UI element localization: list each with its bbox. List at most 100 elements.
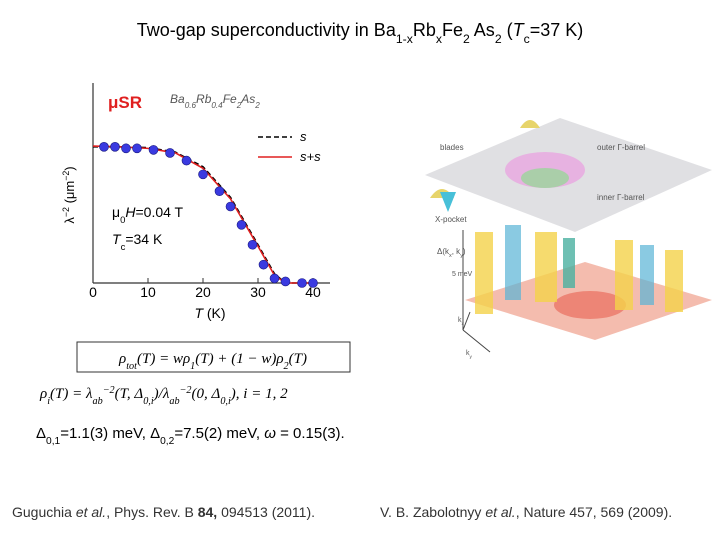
text-part: et al. xyxy=(485,504,515,520)
inner-barrel xyxy=(521,168,569,188)
plot-marks: 0 10 20 30 40 s s+s xyxy=(89,129,321,300)
text-part: c xyxy=(121,242,126,253)
text-part: ab xyxy=(169,396,179,407)
gap-column xyxy=(640,245,654,305)
chart: μSR Ba0.6Rb0.4Fe2As2 μ0H=0.04 T Tc=34 K … xyxy=(61,80,330,321)
text-part: (μm xyxy=(62,181,77,207)
text-part: tot xyxy=(126,361,138,372)
text-part: y xyxy=(470,355,473,360)
text-part: (K) xyxy=(203,305,226,321)
data-point xyxy=(110,142,120,152)
ky-axis xyxy=(462,329,491,353)
sample-label: Ba0.6Rb0.4Fe2As2 xyxy=(170,92,260,110)
text-part: T xyxy=(194,305,204,321)
text-part: λ xyxy=(62,217,77,224)
text-part: ( xyxy=(502,20,513,40)
text-part: Rb xyxy=(196,92,212,106)
text-part: 2 xyxy=(495,32,502,46)
legend-label: s xyxy=(300,129,307,144)
gap-column xyxy=(535,232,557,302)
text-part: x xyxy=(449,253,452,259)
text-part: As xyxy=(240,92,255,106)
text-part: Fe xyxy=(223,92,237,106)
data-point xyxy=(165,148,175,158)
text-part: 0,i xyxy=(220,396,231,407)
equation-box xyxy=(76,341,351,373)
kx-axis xyxy=(462,311,471,331)
x-tick-label: 30 xyxy=(250,284,266,300)
text-part: ab xyxy=(93,396,103,407)
text-part: = 0.15(3). xyxy=(276,425,345,442)
x-tick-label: 10 xyxy=(140,284,156,300)
text-part: Ba xyxy=(170,92,185,106)
text-part: 0 xyxy=(120,215,125,226)
data-point xyxy=(225,201,236,212)
text-part: H xyxy=(125,204,136,220)
data-point xyxy=(247,239,258,250)
text-part: (T) = λ xyxy=(50,386,93,402)
text-part: 0,2 xyxy=(160,436,174,447)
text-part: =34 K xyxy=(125,231,163,247)
text-part: −2 xyxy=(180,385,192,396)
parameters: Δ0,1=1.1(3) meV, Δ0,2=7.5(2) meV, ω = 0.… xyxy=(36,425,345,447)
text-part: (T) = wρ xyxy=(137,351,190,367)
kx-label: kx xyxy=(458,317,465,327)
ky-label: ky xyxy=(466,350,473,360)
slide-title: Two-gap superconductivity in Ba1-xRbxFe2… xyxy=(137,20,584,46)
text-part: =7.5(2) meV, xyxy=(174,425,264,442)
text-part: 0,i xyxy=(143,396,154,407)
text-part: T xyxy=(112,231,122,247)
text-part: x xyxy=(436,32,442,46)
gap-column xyxy=(665,250,683,312)
data-point xyxy=(236,220,247,230)
x-tick-label: 20 xyxy=(195,284,211,300)
gap-column xyxy=(615,240,633,310)
blade xyxy=(520,120,540,128)
data-point xyxy=(297,278,307,288)
text-part: =37 K) xyxy=(530,20,584,40)
data-point xyxy=(121,143,131,154)
technique-label: μSR xyxy=(108,93,142,112)
gap-diagram: blades outer Γ-barrel inner Γ-barrel X-p… xyxy=(425,118,712,360)
text-part: 0.4 xyxy=(211,101,223,110)
text-part: Δ(k xyxy=(437,247,450,256)
text-part: (T, Δ xyxy=(115,386,144,402)
tc-label: Tc=34 K xyxy=(112,231,163,253)
data-point xyxy=(148,145,159,155)
gap-column xyxy=(505,225,521,300)
x-tick-label: 0 xyxy=(89,284,97,300)
text-part: et al. xyxy=(76,504,106,520)
text-part: k xyxy=(458,317,462,324)
text-part: T xyxy=(513,20,526,40)
text-part: )/λ xyxy=(153,386,170,402)
delta-label: Δ(kx, ky) xyxy=(437,247,466,259)
text-part: =1.1(3) meV, Δ xyxy=(60,425,160,442)
text-part: y xyxy=(460,253,463,259)
text-part: ) xyxy=(463,247,466,256)
text-part: 2 xyxy=(236,101,242,110)
text-part: , k xyxy=(452,247,461,256)
equation-total: ρtot(T) = wρ1(T) + (1 − w)ρ2(T) xyxy=(118,351,307,372)
data-point xyxy=(214,186,225,196)
y-axis-label: λ−2 (μm−2) xyxy=(61,166,77,223)
text-part: x xyxy=(462,322,465,327)
reference-left: Guguchia et al., Phys. Rev. B 84, 094513… xyxy=(12,504,315,520)
text-part: 0.6 xyxy=(185,101,197,110)
text-part: 1-x xyxy=(396,32,413,46)
data-point xyxy=(280,276,291,287)
text-part: As xyxy=(470,20,495,40)
text-part: i xyxy=(47,396,50,407)
text-part: 84, xyxy=(198,504,217,520)
text-part: V. B. Zabolotnyy xyxy=(380,504,485,520)
text-part: c xyxy=(524,32,530,46)
text-part: Two-gap superconductivity in Ba xyxy=(137,20,397,40)
data-point xyxy=(181,155,192,166)
text-part: 2 xyxy=(254,101,260,110)
text-part: Guguchia xyxy=(12,504,76,520)
text-part: −2 xyxy=(103,385,115,396)
data-point xyxy=(269,273,280,284)
inner-label: inner Γ-barrel xyxy=(597,193,645,202)
legend-label: s+s xyxy=(300,149,321,164)
